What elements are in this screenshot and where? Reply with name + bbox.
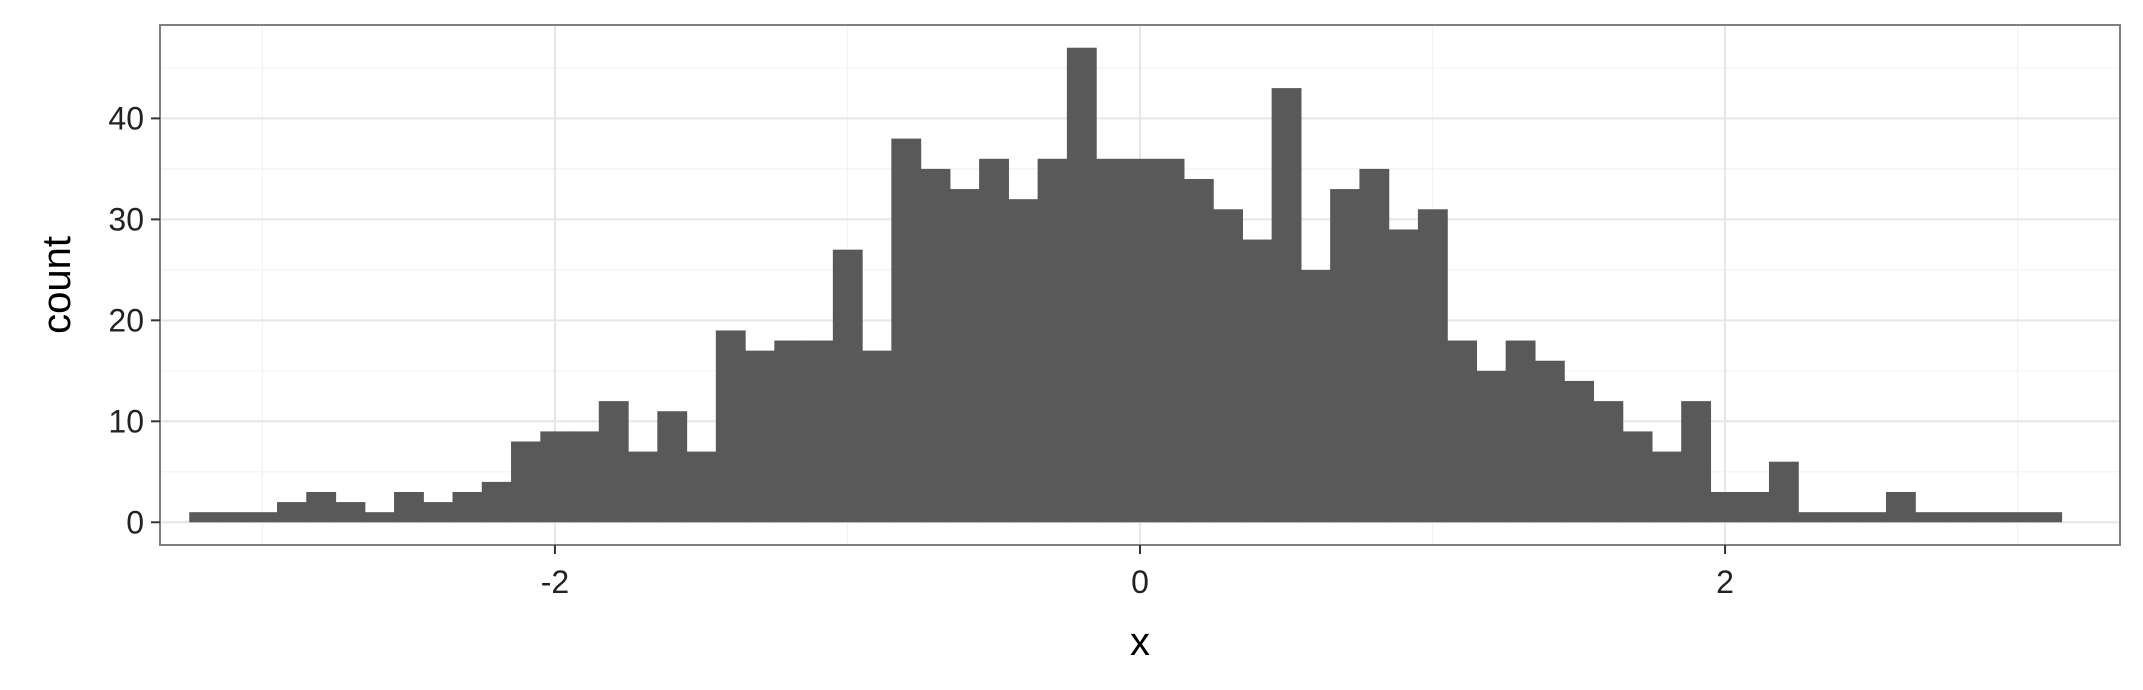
histogram-bar [1096,158,1126,523]
x-tick-label: 0 [1131,564,1149,600]
histogram-bar [511,441,541,523]
histogram-bar [1183,178,1214,523]
histogram-bar [189,512,220,523]
histogram-bar [1622,431,1653,523]
histogram-bar [1213,209,1243,523]
histogram-bar [423,502,454,523]
x-axis: -2 0 2 [541,545,1734,600]
histogram-bar [1973,512,2004,523]
histogram-bar [1681,401,1712,523]
histogram-bar [1447,340,1478,523]
histogram-bar [1798,512,1829,523]
histogram-bar [1417,209,1448,523]
histogram-bar [891,138,922,523]
histogram-bar [1037,158,1068,523]
histogram-bar [540,431,571,523]
y-tick-label: 30 [108,201,144,237]
histogram-bar [1008,199,1039,523]
histogram-bar [979,158,1009,523]
histogram-bar [277,502,307,523]
histogram-bar [949,189,980,523]
histogram-bar [481,481,512,523]
x-tick-label: -2 [541,564,569,600]
histogram-bars [189,47,2063,523]
histogram-bar [1564,380,1595,523]
histogram-bar [1944,512,1975,523]
histogram-bar [1534,360,1565,523]
histogram-bar [920,168,951,523]
histogram-bar [628,451,658,523]
y-axis-title: count [35,236,79,334]
histogram-bar [803,340,834,523]
histogram-bar [394,491,424,523]
histogram-bar [1593,401,1624,523]
histogram-bar [598,401,629,523]
y-tick-label: 40 [108,100,144,136]
histogram-bar [2002,512,2033,523]
histogram-bar [1300,269,1331,523]
histogram-bar [1476,370,1507,523]
x-tick-label: 2 [1716,564,1734,600]
histogram-bar [2032,512,2063,523]
histogram-bar [1242,239,1273,523]
histogram-bar [364,512,395,523]
histogram-bar [1768,461,1799,523]
histogram-bar [1651,451,1682,523]
histogram-bar [1885,491,1916,523]
histogram-bar [1066,47,1097,523]
histogram-bar [1827,512,1858,523]
histogram-bar [686,451,717,523]
x-axis-title: x [1130,620,1150,664]
histogram-bar [1330,189,1361,523]
histogram-bar [862,350,892,523]
y-tick-label: 10 [108,403,144,439]
y-tick-label: 0 [126,504,144,540]
y-axis: 0 10 20 30 40 [108,100,160,540]
histogram-bar [1125,158,1156,523]
histogram-bar [1915,512,1946,523]
histogram-bar [452,491,483,523]
plot-panel [159,24,2121,546]
histogram-bar [247,512,278,523]
histogram-bar [335,502,366,523]
histogram-bar [1388,229,1419,523]
histogram-bar [657,411,688,523]
histogram-bar [306,491,337,523]
histogram-bar [218,512,249,523]
y-tick-label: 20 [108,302,144,338]
histogram-bar [1739,491,1770,523]
histogram-bar [1359,168,1390,523]
histogram-bar [715,330,746,523]
histogram-bar [569,431,600,523]
histogram-bar [1154,158,1185,523]
histogram-bar [745,350,775,523]
histogram-bar [1710,491,1741,523]
histogram-bar [832,249,863,523]
histogram-bar [1856,512,1887,523]
histogram-bar [1271,88,1302,523]
histogram-bar [774,340,805,523]
histogram-bar [1505,340,1536,523]
